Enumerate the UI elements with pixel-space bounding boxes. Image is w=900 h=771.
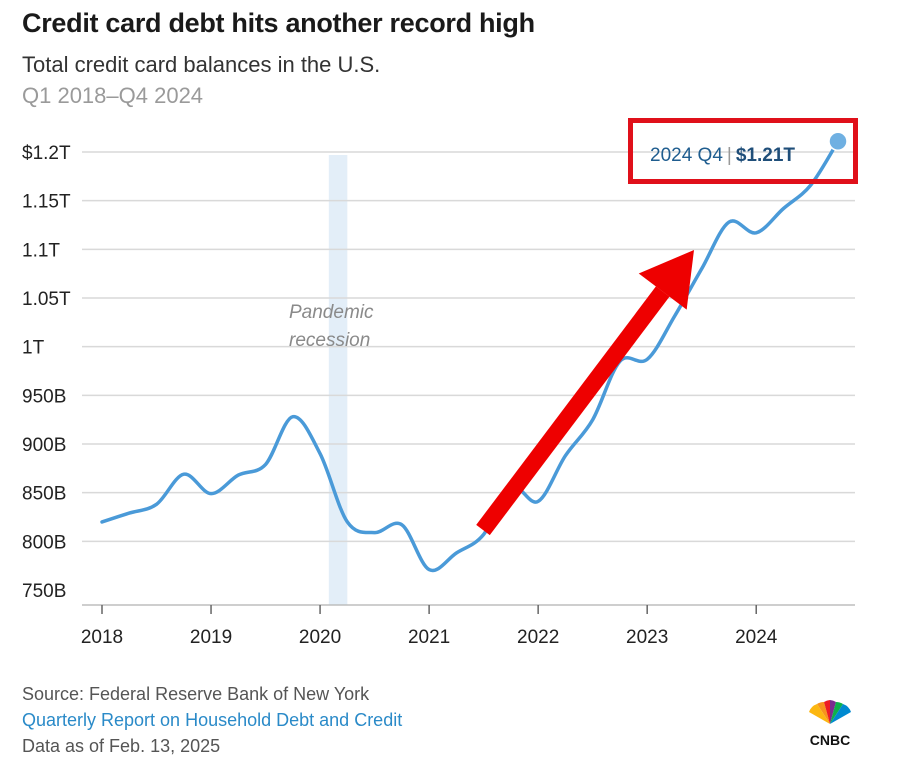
trend-arrow-head bbox=[638, 250, 694, 310]
y-tick-label: 900B bbox=[22, 435, 66, 456]
data-as-of-note: Data as of Feb. 13, 2025 bbox=[22, 736, 221, 756]
report-link[interactable]: Quarterly Report on Household Debt and C… bbox=[22, 710, 403, 730]
series-line bbox=[100, 139, 840, 573]
x-tick-label: 2022 bbox=[517, 627, 559, 648]
y-tick-label: 1.05T bbox=[22, 289, 71, 310]
x-tick-label: 2018 bbox=[81, 627, 123, 648]
y-tick-label: 750B bbox=[22, 581, 66, 602]
chart-title: Credit card debt hits another record hig… bbox=[22, 8, 535, 38]
pandemic-recession-band bbox=[328, 155, 348, 605]
latest-point-marker bbox=[828, 131, 848, 152]
source-note: Source: Federal Reserve Bank of New York bbox=[22, 684, 370, 704]
y-tick-label: 850B bbox=[22, 484, 66, 505]
x-tick-label: 2023 bbox=[626, 627, 668, 648]
x-tick-label: 2019 bbox=[190, 627, 232, 648]
pandemic-label-line1: Pandemic bbox=[289, 302, 374, 323]
callout-period: 2024 Q4 bbox=[650, 145, 723, 166]
x-tick-label: 2021 bbox=[408, 627, 450, 648]
y-tick-label: 1.1T bbox=[22, 240, 60, 261]
latest-value-highlight-box bbox=[628, 118, 858, 184]
pandemic-label-line2: recession bbox=[289, 330, 370, 351]
x-tick-label: 2024 bbox=[735, 627, 778, 648]
y-tick-label: 1.15T bbox=[22, 192, 71, 213]
cnbc-logo-text: CNBC bbox=[810, 732, 850, 748]
cnbc-logo: CNBC bbox=[809, 700, 851, 748]
callout-separator: | bbox=[726, 145, 732, 166]
line-chart: $1.2T 1.15T 1.1T 1.05T 1T 950B 900B 850B 800B 750… bbox=[22, 131, 855, 648]
chart-subtitle: Total credit card balances in the U.S. bbox=[22, 52, 381, 77]
x-tick-label: 2020 bbox=[299, 627, 341, 648]
date-range: Q1 2018–Q4 2024 bbox=[22, 83, 204, 108]
y-tick-label: $1.2T bbox=[22, 143, 71, 164]
y-tick-label: 950B bbox=[22, 386, 66, 407]
y-tick-label: 1T bbox=[22, 338, 45, 359]
callout-value: $1.21T bbox=[735, 145, 795, 166]
y-tick-label: 800B bbox=[22, 532, 66, 553]
latest-value-callout: 2024 Q4 | $1.21T bbox=[650, 145, 795, 167]
trend-arrow-shaft bbox=[476, 286, 670, 536]
